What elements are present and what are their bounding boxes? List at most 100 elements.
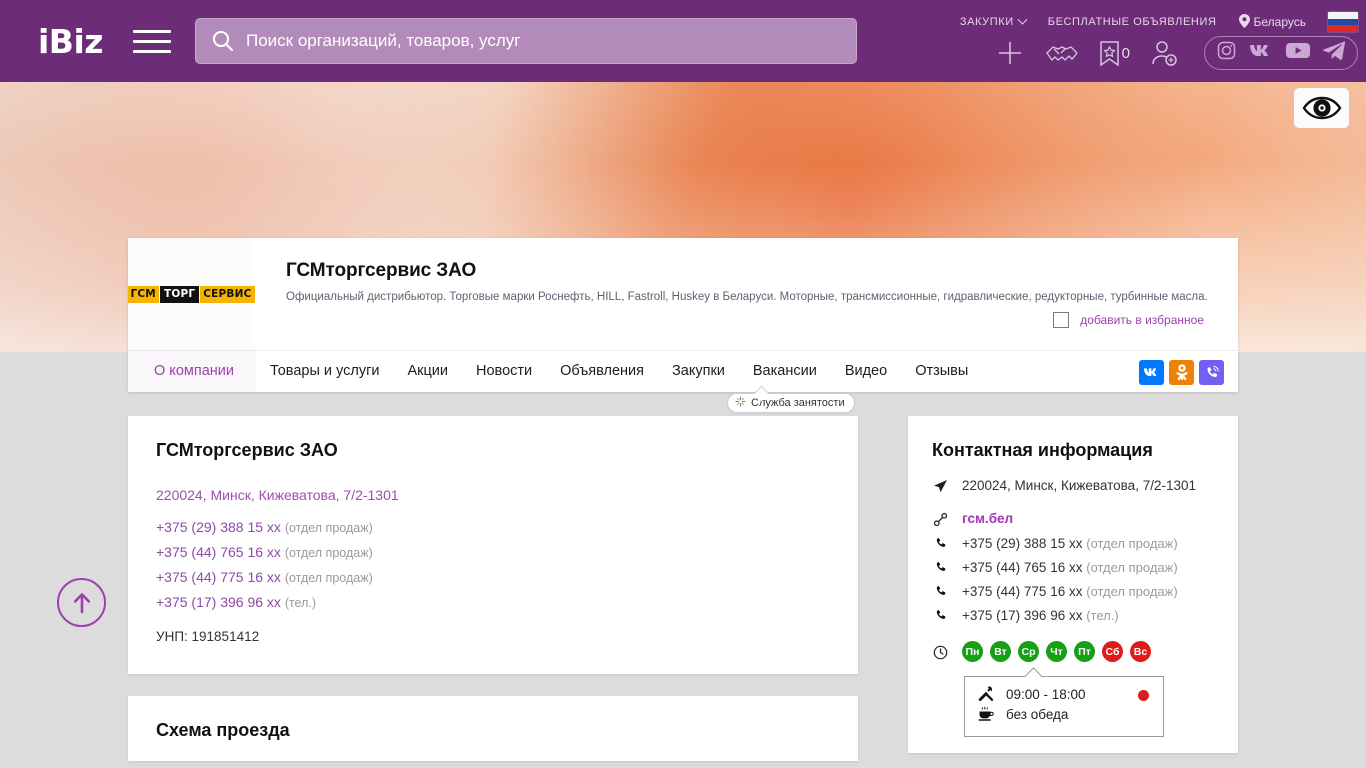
day-badge-wed[interactable]: Ср xyxy=(1018,641,1039,662)
phone-dept: (тел.) xyxy=(284,596,317,610)
company-name: ГСМторгсервис ЗАО xyxy=(286,260,477,281)
working-days-row: Пн Вт Ср Чт Пт Сб Вс xyxy=(932,641,1214,662)
schedule-lunch-row: без обеда xyxy=(977,706,1151,722)
contact-phone-row: +375 (17) 396 96 xx (тел.) xyxy=(932,608,1214,623)
logo-part-gsm: ГСМ xyxy=(127,285,159,303)
phone-row[interactable]: +375 (17) 396 96 xx (тел.) xyxy=(156,594,830,610)
day-badge-tue[interactable]: Вт xyxy=(990,641,1011,662)
plus-icon[interactable] xyxy=(995,38,1025,68)
vk-icon[interactable] xyxy=(1249,43,1273,64)
map-panel: Схема проезда xyxy=(128,696,858,761)
accessibility-eye-icon[interactable] xyxy=(1294,88,1349,128)
phone-row[interactable]: +375 (44) 775 16 xx (отдел продаж) xyxy=(156,569,830,585)
arrow-up-icon xyxy=(73,592,90,613)
link-chain-icon xyxy=(932,511,949,527)
user-add-icon[interactable] xyxy=(1150,39,1178,67)
phone-row[interactable]: +375 (29) 388 15 xx (отдел продаж) xyxy=(156,519,830,535)
company-description: Официальный дистрибьютор. Торговые марки… xyxy=(286,291,1208,303)
geo-selector[interactable]: Беларусь xyxy=(1238,13,1306,31)
schedule-hours: 09:00 - 18:00 xyxy=(1006,686,1086,702)
bookmark-star-icon[interactable]: 0 xyxy=(1099,40,1130,67)
share-ok-icon[interactable] xyxy=(1169,360,1194,385)
navigation-arrow-icon xyxy=(932,478,949,494)
left-column: ГСМторгсервис ЗАО 220024, Минск, Кижеват… xyxy=(128,416,858,761)
phone-number: +375 (17) 396 96 xx xyxy=(962,608,1083,623)
phone-number: +375 (29) 388 15 xx xyxy=(962,536,1083,551)
nav-purchases-label: ЗАКУПКИ xyxy=(959,16,1014,28)
tab-purchases[interactable]: Закупки xyxy=(672,363,725,379)
company-unp: УНП: 191851412 xyxy=(156,629,260,644)
contact-phone-row: +375 (44) 775 16 xx (отдел продаж) xyxy=(932,584,1214,599)
russian-flag-icon[interactable] xyxy=(1328,12,1358,32)
phone-number: +375 (44) 765 16 xx xyxy=(962,560,1083,575)
logo-part-servis: СЕРВИС xyxy=(200,285,255,303)
contact-panel-title: Контактная информация xyxy=(932,440,1153,460)
flag-stripe-blue xyxy=(1328,18,1358,26)
phone-row[interactable]: +375 (44) 765 16 xx (отдел продаж) xyxy=(156,544,830,560)
favorite-label[interactable]: добавить в избранное xyxy=(1080,312,1204,327)
contact-phone-row: +375 (44) 765 16 xx (отдел продаж) xyxy=(932,560,1214,575)
working-days: Пн Вт Ср Чт Пт Сб Вс xyxy=(962,641,1151,662)
site-logo[interactable]: iBiz xyxy=(38,21,103,61)
header-right: ЗАКУПКИ БЕСПЛАТНЫЕ ОБЪЯВЛЕНИЯ Беларусь xyxy=(916,0,1366,82)
contact-site-row: гсм.бел xyxy=(932,511,1214,527)
tab-reviews[interactable]: Отзывы xyxy=(915,363,969,379)
phone-dept: (отдел продаж) xyxy=(284,571,373,585)
day-badge-thu[interactable]: Чт xyxy=(1046,641,1067,662)
day-badge-mon[interactable]: Пн xyxy=(962,641,983,662)
telegram-icon[interactable] xyxy=(1323,41,1346,65)
tab-promos[interactable]: Акции xyxy=(407,363,448,379)
youtube-icon[interactable] xyxy=(1286,42,1310,64)
burger-line xyxy=(132,29,171,33)
company-phone-list: +375 (29) 388 15 xx (отдел продаж) +375 … xyxy=(156,519,830,610)
search-icon xyxy=(210,28,236,54)
day-badge-sat[interactable]: Сб xyxy=(1102,641,1123,662)
nav-free-ads-label: БЕСПЛАТНЫЕ ОБЪЯВЛЕНИЯ xyxy=(1047,16,1217,28)
scroll-to-top-button[interactable] xyxy=(57,578,106,627)
day-badge-fri[interactable]: Пт xyxy=(1074,641,1095,662)
handshake-icon[interactable] xyxy=(1045,40,1079,66)
schedule-tooltip: 09:00 - 18:00 без обеда xyxy=(964,676,1164,737)
phone-dept: (отдел продаж) xyxy=(1086,536,1178,551)
tab-vacancies[interactable]: Вакансии xyxy=(752,363,817,379)
phone-dept: (отдел продаж) xyxy=(1086,560,1178,575)
flag-stripe-white xyxy=(1328,12,1358,19)
flag-stripe-red xyxy=(1328,25,1358,32)
phone-number: +375 (29) 388 15 xx xyxy=(156,519,281,535)
burger-line xyxy=(132,49,171,53)
share-buttons xyxy=(1139,360,1224,385)
contact-info-panel: Контактная информация 220024, Минск, Киж… xyxy=(908,416,1238,753)
phone-number: +375 (44) 765 16 xx xyxy=(156,544,281,560)
company-address[interactable]: 220024, Минск, Кижеватова, 7/2-1301 xyxy=(156,487,399,503)
favorite-row: добавить в избранное xyxy=(286,306,1216,340)
tab-news[interactable]: Новости xyxy=(476,363,533,379)
tab-about[interactable]: О компании xyxy=(128,351,256,392)
contact-site-link[interactable]: гсм.бел xyxy=(962,511,1014,526)
map-panel-title: Схема проезда xyxy=(156,720,290,740)
nav-purchases[interactable]: ЗАКУПКИ xyxy=(959,14,1028,28)
menu-burger-icon[interactable] xyxy=(132,26,171,56)
phone-icon xyxy=(932,584,949,599)
phone-dept: (тел.) xyxy=(1086,608,1119,623)
schedule-lunch: без обеда xyxy=(1006,706,1069,722)
search-bar[interactable] xyxy=(194,18,857,64)
company-logo: ГСМ ТОРГ СЕРВИС xyxy=(127,238,255,350)
instagram-icon[interactable] xyxy=(1217,41,1236,65)
nav-free-ads[interactable]: БЕСПЛАТНЫЕ ОБЪЯВЛЕНИЯ xyxy=(1048,16,1217,28)
sparkle-icon xyxy=(735,396,746,410)
tab-video[interactable]: Видео xyxy=(844,363,888,379)
tab-ads[interactable]: Объявления xyxy=(560,363,645,379)
share-viber-icon[interactable] xyxy=(1199,360,1224,385)
contact-address: 220024, Минск, Кижеватова, 7/2-1301 xyxy=(962,478,1196,493)
phone-icon xyxy=(932,608,949,623)
status-dot xyxy=(1138,690,1149,701)
day-badge-sun[interactable]: Вс xyxy=(1130,641,1151,662)
tab-goods[interactable]: Товары и услуги xyxy=(269,363,380,379)
company-logo-mark: ГСМ ТОРГ СЕРВИС xyxy=(127,285,255,303)
favorite-checkbox[interactable] xyxy=(1053,311,1070,328)
share-vk-icon[interactable] xyxy=(1139,360,1164,385)
schedule-hours-row: 09:00 - 18:00 xyxy=(977,686,1151,702)
panel-title: ГСМторгсервис ЗАО xyxy=(156,440,338,460)
clock-icon xyxy=(932,644,949,660)
search-input[interactable] xyxy=(245,31,842,51)
